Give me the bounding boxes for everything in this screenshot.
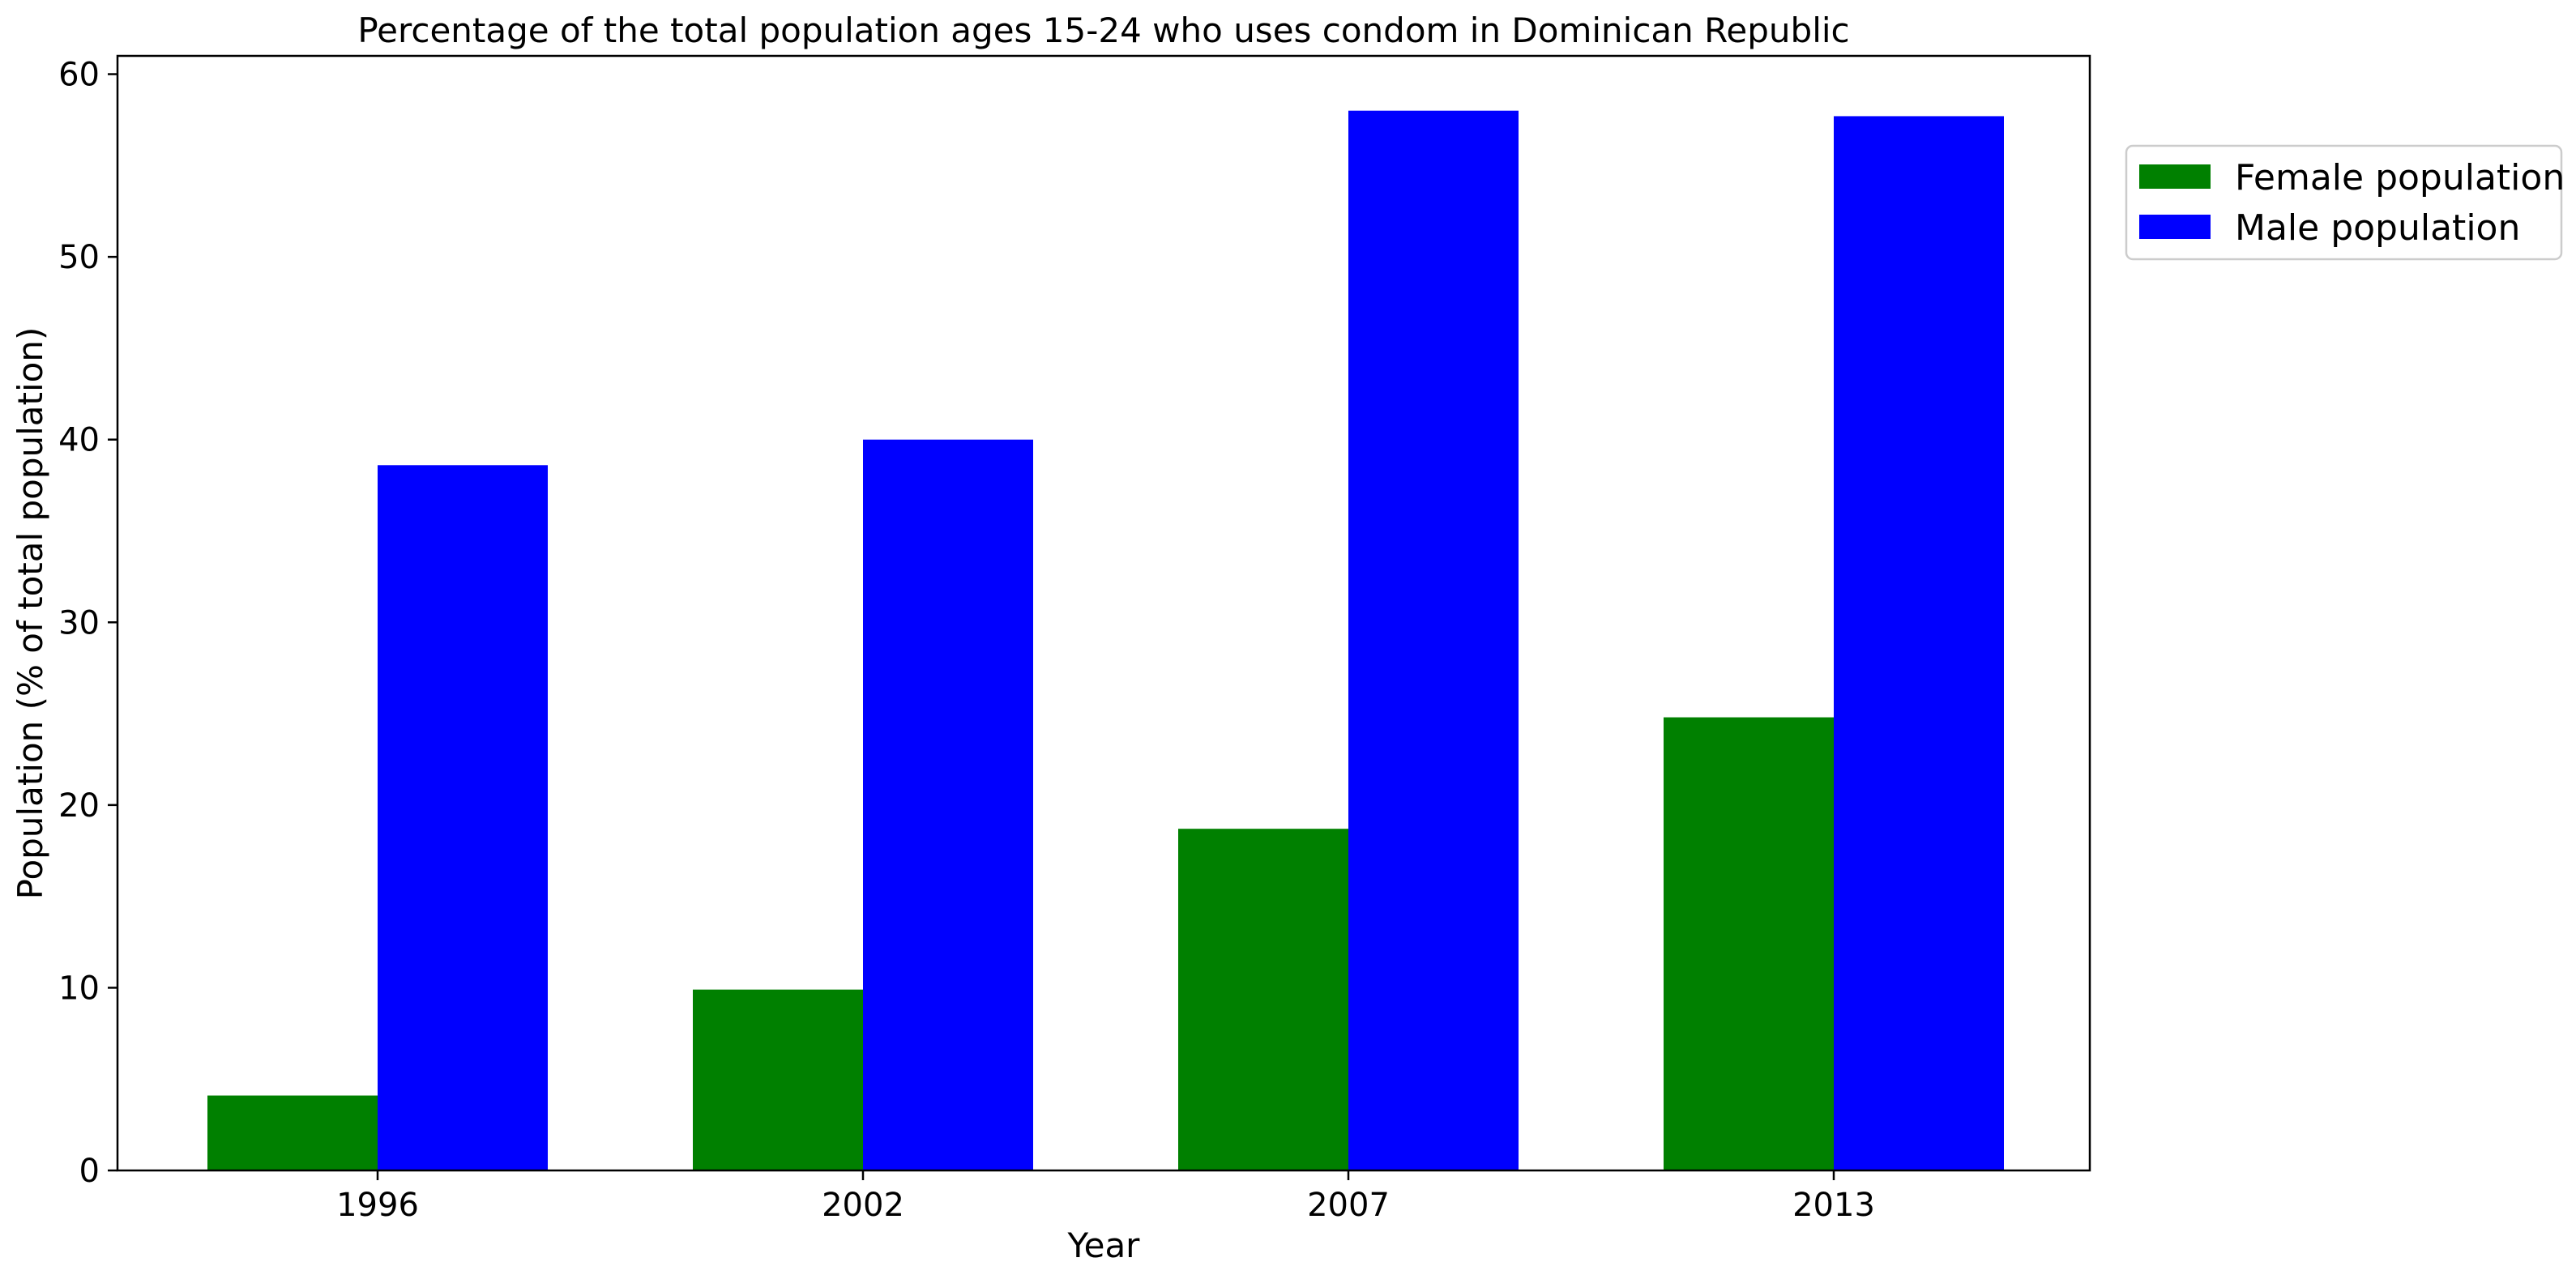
x-tick-label-1996: 1996 — [336, 1187, 419, 1224]
bar-male-2007 — [1348, 110, 1519, 1171]
y-axis-label: Population (% of total population) — [11, 327, 50, 900]
y-tick-label-20: 20 — [58, 787, 100, 825]
y-tick-label-50: 50 — [58, 239, 100, 276]
y-tick-label-10: 10 — [58, 970, 100, 1007]
y-tick-label-40: 40 — [58, 422, 100, 459]
bars-group — [207, 110, 2004, 1171]
chart-title: Percentage of the total population ages … — [357, 11, 1849, 50]
y-tick-label-60: 60 — [58, 57, 100, 94]
bar-male-2013 — [1834, 116, 2004, 1171]
x-tick-label-2002: 2002 — [822, 1187, 904, 1224]
bar-female-2002 — [693, 989, 863, 1170]
legend-label-female: Female population — [2235, 157, 2565, 198]
x-axis: 1996 2002 2007 2013 — [336, 1170, 1875, 1224]
x-axis-label: Year — [1067, 1226, 1141, 1265]
legend: Female population Male population — [2125, 144, 2565, 261]
bar-female-1996 — [207, 1095, 378, 1170]
bar-female-2013 — [1664, 717, 1834, 1170]
x-tick-label-2013: 2013 — [1792, 1187, 1875, 1224]
bar-male-1996 — [378, 465, 548, 1170]
legend-box — [2125, 144, 2563, 261]
x-tick-label-2007: 2007 — [1307, 1187, 1390, 1224]
legend-swatch-male — [2139, 215, 2211, 239]
legend-label-male: Male population — [2235, 207, 2520, 249]
bar-female-2007 — [1178, 829, 1348, 1170]
legend-swatch-female — [2139, 164, 2211, 189]
y-axis: 0 10 20 30 40 50 60 — [58, 57, 117, 1190]
y-tick-label-30: 30 — [58, 604, 100, 642]
plot-area-frame — [116, 54, 2091, 1172]
bar-male-2002 — [863, 439, 1033, 1170]
y-tick-label-0: 0 — [79, 1153, 100, 1190]
